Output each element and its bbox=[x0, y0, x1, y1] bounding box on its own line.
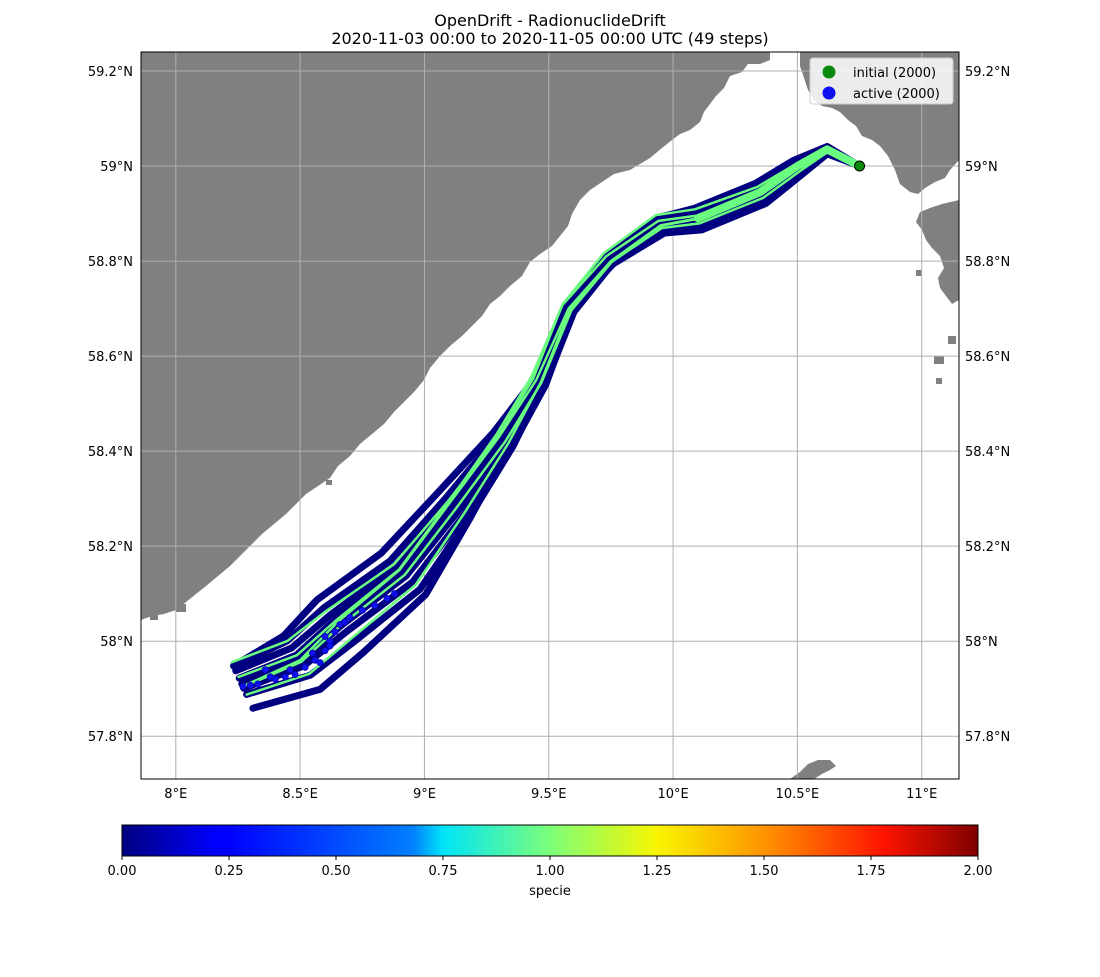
island bbox=[916, 270, 922, 276]
active-particle-marker bbox=[331, 628, 339, 636]
active-particle-marker bbox=[239, 682, 247, 690]
lon-tick-label: 10.5°E bbox=[776, 787, 820, 802]
legend-active-marker bbox=[822, 86, 836, 100]
island bbox=[936, 378, 942, 384]
lat-tick-label: 58.2°N bbox=[965, 540, 1010, 555]
lon-tick-label: 8°E bbox=[164, 787, 187, 802]
colorbar-tick-label: 0.50 bbox=[322, 864, 351, 879]
active-particle-marker bbox=[281, 673, 289, 681]
active-particle-marker bbox=[391, 590, 399, 598]
colorbar: 0.00 0.25 0.50 0.75 1.00 1.25 1.50 1.75 2.00 spe… bbox=[108, 824, 993, 899]
lat-tick-label: 58.6°N bbox=[88, 350, 133, 365]
legend: initial (2000) active (2000) bbox=[809, 57, 954, 105]
colorbar-label: specie bbox=[529, 884, 571, 899]
active-particle-marker bbox=[321, 647, 329, 655]
latitude-axis-labels-left: 57.8°N 58°N 58.2°N 58.4°N 58.6°N 58.8°N 59°N 59… bbox=[88, 65, 133, 745]
lon-tick-label: 10°E bbox=[657, 787, 688, 802]
latitude-axis-labels-right: 57.8°N 58°N 58.2°N 58.4°N 58.6°N 58.8°N 59°N 59… bbox=[965, 65, 1010, 745]
active-particle-marker bbox=[246, 681, 254, 689]
active-particle-marker bbox=[346, 613, 354, 621]
lat-tick-label: 58.4°N bbox=[88, 445, 133, 460]
map-frame bbox=[140, 51, 960, 780]
lat-tick-label: 57.8°N bbox=[965, 730, 1010, 745]
colorbar-tick-label: 1.25 bbox=[643, 864, 672, 879]
colorbar-gradient bbox=[121, 824, 979, 857]
lat-tick-label: 58.4°N bbox=[965, 445, 1010, 460]
island bbox=[520, 248, 526, 254]
island bbox=[150, 612, 158, 620]
seed-point-marker bbox=[854, 160, 866, 172]
lat-tick-label: 58°N bbox=[965, 635, 998, 650]
island bbox=[176, 604, 186, 612]
active-particle-marker bbox=[316, 659, 324, 667]
legend-initial-label: initial (2000) bbox=[853, 66, 936, 81]
lon-tick-label: 9°E bbox=[413, 787, 436, 802]
island bbox=[408, 350, 416, 356]
island bbox=[934, 356, 944, 364]
lat-tick-label: 59.2°N bbox=[965, 65, 1010, 80]
colorbar-tick-label: 0.00 bbox=[108, 864, 137, 879]
trajectory-species0 bbox=[230, 143, 863, 670]
colorbar-tick-label: 2.00 bbox=[964, 864, 993, 879]
island bbox=[500, 232, 514, 240]
island bbox=[948, 336, 956, 344]
colorbar-tick-label: 1.75 bbox=[857, 864, 886, 879]
legend-initial-marker bbox=[822, 65, 836, 79]
land-swedish-coast bbox=[916, 200, 959, 304]
map-subtitle: 2020-11-03 00:00 to 2020-11-05 00:00 UTC… bbox=[331, 29, 768, 48]
active-particle-marker bbox=[371, 602, 379, 610]
active-particle-marker bbox=[301, 663, 309, 671]
active-particle-marker bbox=[358, 606, 366, 614]
map-area[interactable] bbox=[141, 52, 959, 779]
trajectory-species1 bbox=[245, 151, 861, 696]
trajectories bbox=[230, 143, 864, 712]
active-particle-marker bbox=[266, 673, 274, 681]
active-particle-marker bbox=[261, 666, 269, 674]
lon-tick-label: 9.5°E bbox=[531, 787, 566, 802]
active-particle-marker bbox=[341, 618, 349, 626]
land-norway-coast bbox=[141, 52, 770, 620]
lat-tick-label: 58.6°N bbox=[965, 350, 1010, 365]
active-particle-marker bbox=[286, 666, 294, 674]
legend-box bbox=[809, 57, 954, 105]
lat-tick-label: 58°N bbox=[100, 635, 133, 650]
colorbar-tick-label: 0.25 bbox=[215, 864, 244, 879]
lat-tick-label: 59°N bbox=[100, 160, 133, 175]
active-particle-marker bbox=[321, 632, 329, 640]
map-title: OpenDrift - RadionuclideDrift bbox=[434, 11, 666, 30]
lat-tick-label: 57.8°N bbox=[88, 730, 133, 745]
lon-tick-label: 11°E bbox=[906, 787, 937, 802]
active-particle-marker bbox=[326, 642, 334, 650]
colorbar-ticks: 0.00 0.25 0.50 0.75 1.00 1.25 1.50 1.75 2.00 bbox=[108, 856, 993, 879]
legend-active-label: active (2000) bbox=[853, 87, 940, 102]
land-skagen bbox=[790, 760, 836, 779]
lon-tick-label: 8.5°E bbox=[282, 787, 317, 802]
trajectory-head bbox=[693, 145, 864, 223]
active-particle-marker bbox=[309, 649, 317, 657]
active-particles bbox=[239, 590, 399, 690]
longitude-axis-labels: 8°E 8.5°E 9°E 9.5°E 10°E 10.5°E 11°E bbox=[164, 787, 937, 802]
colorbar-tick-label: 1.00 bbox=[536, 864, 565, 879]
lat-tick-label: 59.2°N bbox=[88, 65, 133, 80]
colorbar-tick-label: 1.50 bbox=[750, 864, 779, 879]
active-particle-marker bbox=[254, 680, 262, 688]
lat-tick-label: 58.8°N bbox=[965, 255, 1010, 270]
lat-tick-label: 58.2°N bbox=[88, 540, 133, 555]
island bbox=[326, 480, 332, 485]
active-particle-marker bbox=[383, 594, 391, 602]
colorbar-tick-label: 0.75 bbox=[429, 864, 458, 879]
lat-tick-label: 59°N bbox=[965, 160, 998, 175]
lat-tick-label: 58.8°N bbox=[88, 255, 133, 270]
active-particle-marker bbox=[291, 670, 299, 678]
